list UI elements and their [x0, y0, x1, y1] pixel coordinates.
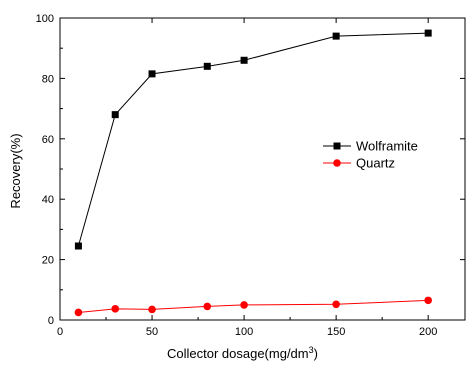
y-tick-label: 80	[42, 73, 54, 85]
data-point	[148, 70, 156, 78]
data-point	[148, 305, 156, 314]
y-tick-label: 0	[48, 315, 54, 327]
x-tick-label: 50	[146, 326, 158, 338]
x-tick-label: 0	[57, 326, 63, 338]
y-tick-label: 40	[42, 194, 54, 206]
data-point	[332, 32, 340, 40]
x-tick-label: 100	[235, 326, 253, 338]
plot-frame	[59, 17, 466, 321]
y-tick-label: 20	[42, 255, 54, 267]
x-tick-label: 150	[327, 326, 345, 338]
series-line-quartz	[78, 299, 429, 313]
data-point	[332, 300, 340, 309]
x-tick-label: 200	[419, 326, 437, 338]
data-point	[203, 62, 211, 70]
data-point	[74, 308, 83, 317]
legend-marker	[333, 159, 341, 167]
legend-label: Wolframite	[356, 139, 418, 154]
data-point	[111, 111, 119, 119]
data-point	[240, 301, 248, 309]
data-point	[74, 242, 82, 250]
x-axis-label: Collector dosage(mg/dm3)	[167, 345, 318, 361]
y-tick-label: 100	[36, 13, 54, 25]
legend-label: Quartz	[356, 156, 395, 171]
legend-marker	[333, 142, 341, 150]
y-tick-label: 60	[42, 134, 54, 146]
data-point	[203, 302, 212, 311]
data-point	[424, 296, 432, 305]
data-point	[111, 305, 120, 313]
data-point	[424, 29, 432, 37]
y-axis-label: Recovery(%)	[8, 133, 23, 208]
data-point	[240, 56, 248, 64]
